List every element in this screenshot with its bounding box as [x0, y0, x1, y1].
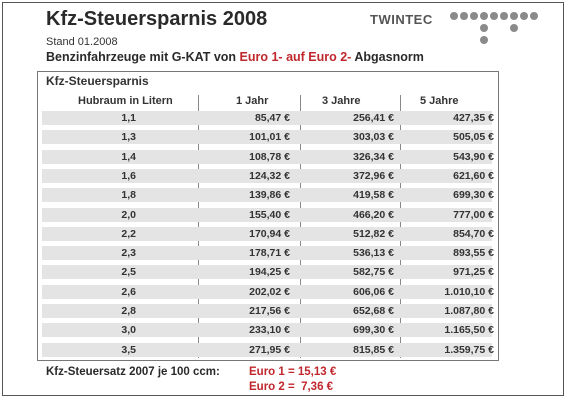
euro1-rate: Euro 1 = 15,13 € [249, 366, 337, 378]
cell-hubraum: 2,6 [121, 285, 136, 298]
tax-rate-label: Kfz-Steuersatz 2007 je 100 ccm: [46, 366, 220, 378]
euro2-rate: Euro 2 = 7,36 € [249, 381, 334, 393]
page-title: Kfz-Steuersparnis 2008 [46, 8, 268, 30]
table-row: 1,4 108,78 € 326,34 € 543,90 € [42, 147, 494, 167]
cell-1-jahr: 124,32 € [249, 169, 290, 182]
cell-hubraum: 2,8 [121, 305, 136, 317]
cell-hubraum: 2,2 [121, 227, 136, 240]
cell-5-jahre: 777,00 € [453, 208, 494, 221]
cell-3-jahre: 606,06 € [353, 285, 394, 298]
table-row: 1,1 85,47 € 256,41 € 427,35 € [42, 108, 494, 128]
row-band [42, 130, 492, 145]
cell-5-jahre: 1.359,75 € [444, 343, 494, 356]
cell-1-jahr: 178,71 € [249, 247, 290, 260]
cell-3-jahre: 326,34 € [353, 150, 394, 163]
table-row: 2,2 170,94 € 512,82 € 854,70 € [42, 224, 494, 244]
cell-hubraum: 1,3 [121, 131, 136, 144]
column-header-3-jahre: 3 Jahre [322, 95, 361, 107]
cell-3-jahre: 372,96 € [353, 169, 394, 182]
cell-5-jahre: 621,60 € [453, 169, 494, 182]
row-band [42, 265, 492, 280]
cell-5-jahre: 505,05 € [453, 131, 494, 144]
table-row: 1,8 139,86 € 419,58 € 699,30 € [42, 185, 494, 205]
row-band [42, 284, 492, 299]
column-header-hubraum: Hubraum in Litern [78, 95, 173, 107]
table-row: 2,6 202,02 € 606,06 € 1.010,10 € [42, 282, 494, 302]
cell-5-jahre: 1.165,50 € [444, 324, 494, 337]
row-band [42, 111, 492, 125]
cell-5-jahre: 427,35 € [453, 112, 494, 124]
row-band [42, 323, 492, 338]
subtitle: Benzinfahrzeuge mit G-KAT von Euro 1- au… [46, 50, 424, 64]
table-panel [37, 71, 499, 361]
twintec-logo-dots-icon [450, 12, 538, 44]
cell-5-jahre: 893,55 € [453, 247, 494, 260]
cell-3-jahre: 466,20 € [353, 208, 394, 221]
table-row: 3,5 271,95 € 815,85 € 1.359,75 € [42, 340, 494, 360]
table-title: Kfz-Steuersparnis [46, 74, 149, 88]
cell-1-jahr: 202,02 € [249, 285, 290, 298]
cell-1-jahr: 108,78 € [249, 150, 290, 163]
table-row: 3,0 233,10 € 699,30 € 1.165,50 € [42, 320, 494, 340]
cell-1-jahr: 194,25 € [249, 266, 290, 279]
row-band [42, 168, 492, 183]
row-band [42, 226, 492, 241]
cell-5-jahre: 1.010,10 € [444, 285, 494, 298]
cell-3-jahre: 699,30 € [353, 324, 394, 337]
cell-1-jahr: 85,47 € [254, 112, 290, 124]
cell-1-jahr: 170,94 € [249, 227, 290, 240]
cell-hubraum: 1,8 [121, 189, 136, 202]
table-row: 2,0 155,40 € 466,20 € 777,00 € [42, 205, 494, 225]
cell-hubraum: 2,5 [121, 266, 136, 279]
row-band [42, 188, 492, 203]
column-header-5-jahre: 5 Jahre [420, 95, 459, 107]
cell-5-jahre: 854,70 € [453, 227, 494, 240]
cell-3-jahre: 419,58 € [353, 189, 394, 202]
row-band [42, 207, 492, 222]
column-divider [300, 95, 301, 358]
cell-1-jahr: 217,56 € [249, 305, 290, 317]
table-row: 1,6 124,32 € 372,96 € 621,60 € [42, 166, 494, 186]
row-band [42, 246, 492, 261]
cell-5-jahre: 971,25 € [453, 266, 494, 279]
cell-3-jahre: 582,75 € [353, 266, 394, 279]
cell-hubraum: 1,6 [121, 169, 136, 182]
cell-3-jahre: 652,68 € [353, 305, 394, 317]
cell-hubraum: 2,0 [121, 208, 136, 221]
cell-1-jahr: 233,10 € [249, 324, 290, 337]
twintec-logo-text: TWINTEC [370, 12, 433, 27]
table-row: 2,5 194,25 € 582,75 € 971,25 € [42, 262, 494, 282]
cell-hubraum: 3,0 [121, 324, 136, 337]
cell-3-jahre: 512,82 € [353, 227, 394, 240]
cell-1-jahr: 271,95 € [249, 343, 290, 356]
cell-1-jahr: 139,86 € [249, 189, 290, 202]
table-row: 2,3 178,71 € 536,13 € 893,55 € [42, 243, 494, 263]
cell-3-jahre: 256,41 € [353, 112, 394, 124]
row-band [42, 149, 492, 164]
subtitle-prefix: Benzinfahrzeuge mit G-KAT von [46, 50, 240, 64]
cell-5-jahre: 699,30 € [453, 189, 494, 202]
cell-5-jahre: 543,90 € [453, 150, 494, 163]
cell-hubraum: 3,5 [121, 343, 136, 356]
table-row: 1,3 101,01 € 303,03 € 505,05 € [42, 127, 494, 147]
cell-5-jahre: 1.087,80 € [444, 305, 494, 317]
cell-hubraum: 2,3 [121, 247, 136, 260]
cell-3-jahre: 303,03 € [353, 131, 394, 144]
row-band [42, 304, 492, 318]
subtitle-highlight: Euro 1- auf Euro 2- [239, 50, 352, 64]
stand-date: Stand 01.2008 [46, 36, 118, 48]
row-band [42, 342, 492, 357]
cell-3-jahre: 536,13 € [353, 247, 394, 260]
column-header-1-jahr: 1 Jahr [236, 95, 269, 107]
column-divider [400, 95, 401, 358]
cell-hubraum: 1,4 [121, 150, 136, 163]
subtitle-suffix: Abgasnorm [351, 50, 424, 64]
table-row: 2,8 217,56 € 652,68 € 1.087,80 € [42, 301, 494, 321]
column-divider [198, 95, 199, 358]
cell-1-jahr: 155,40 € [249, 208, 290, 221]
cell-1-jahr: 101,01 € [249, 131, 290, 144]
cell-hubraum: 1,1 [121, 112, 136, 124]
cell-3-jahre: 815,85 € [353, 343, 394, 356]
